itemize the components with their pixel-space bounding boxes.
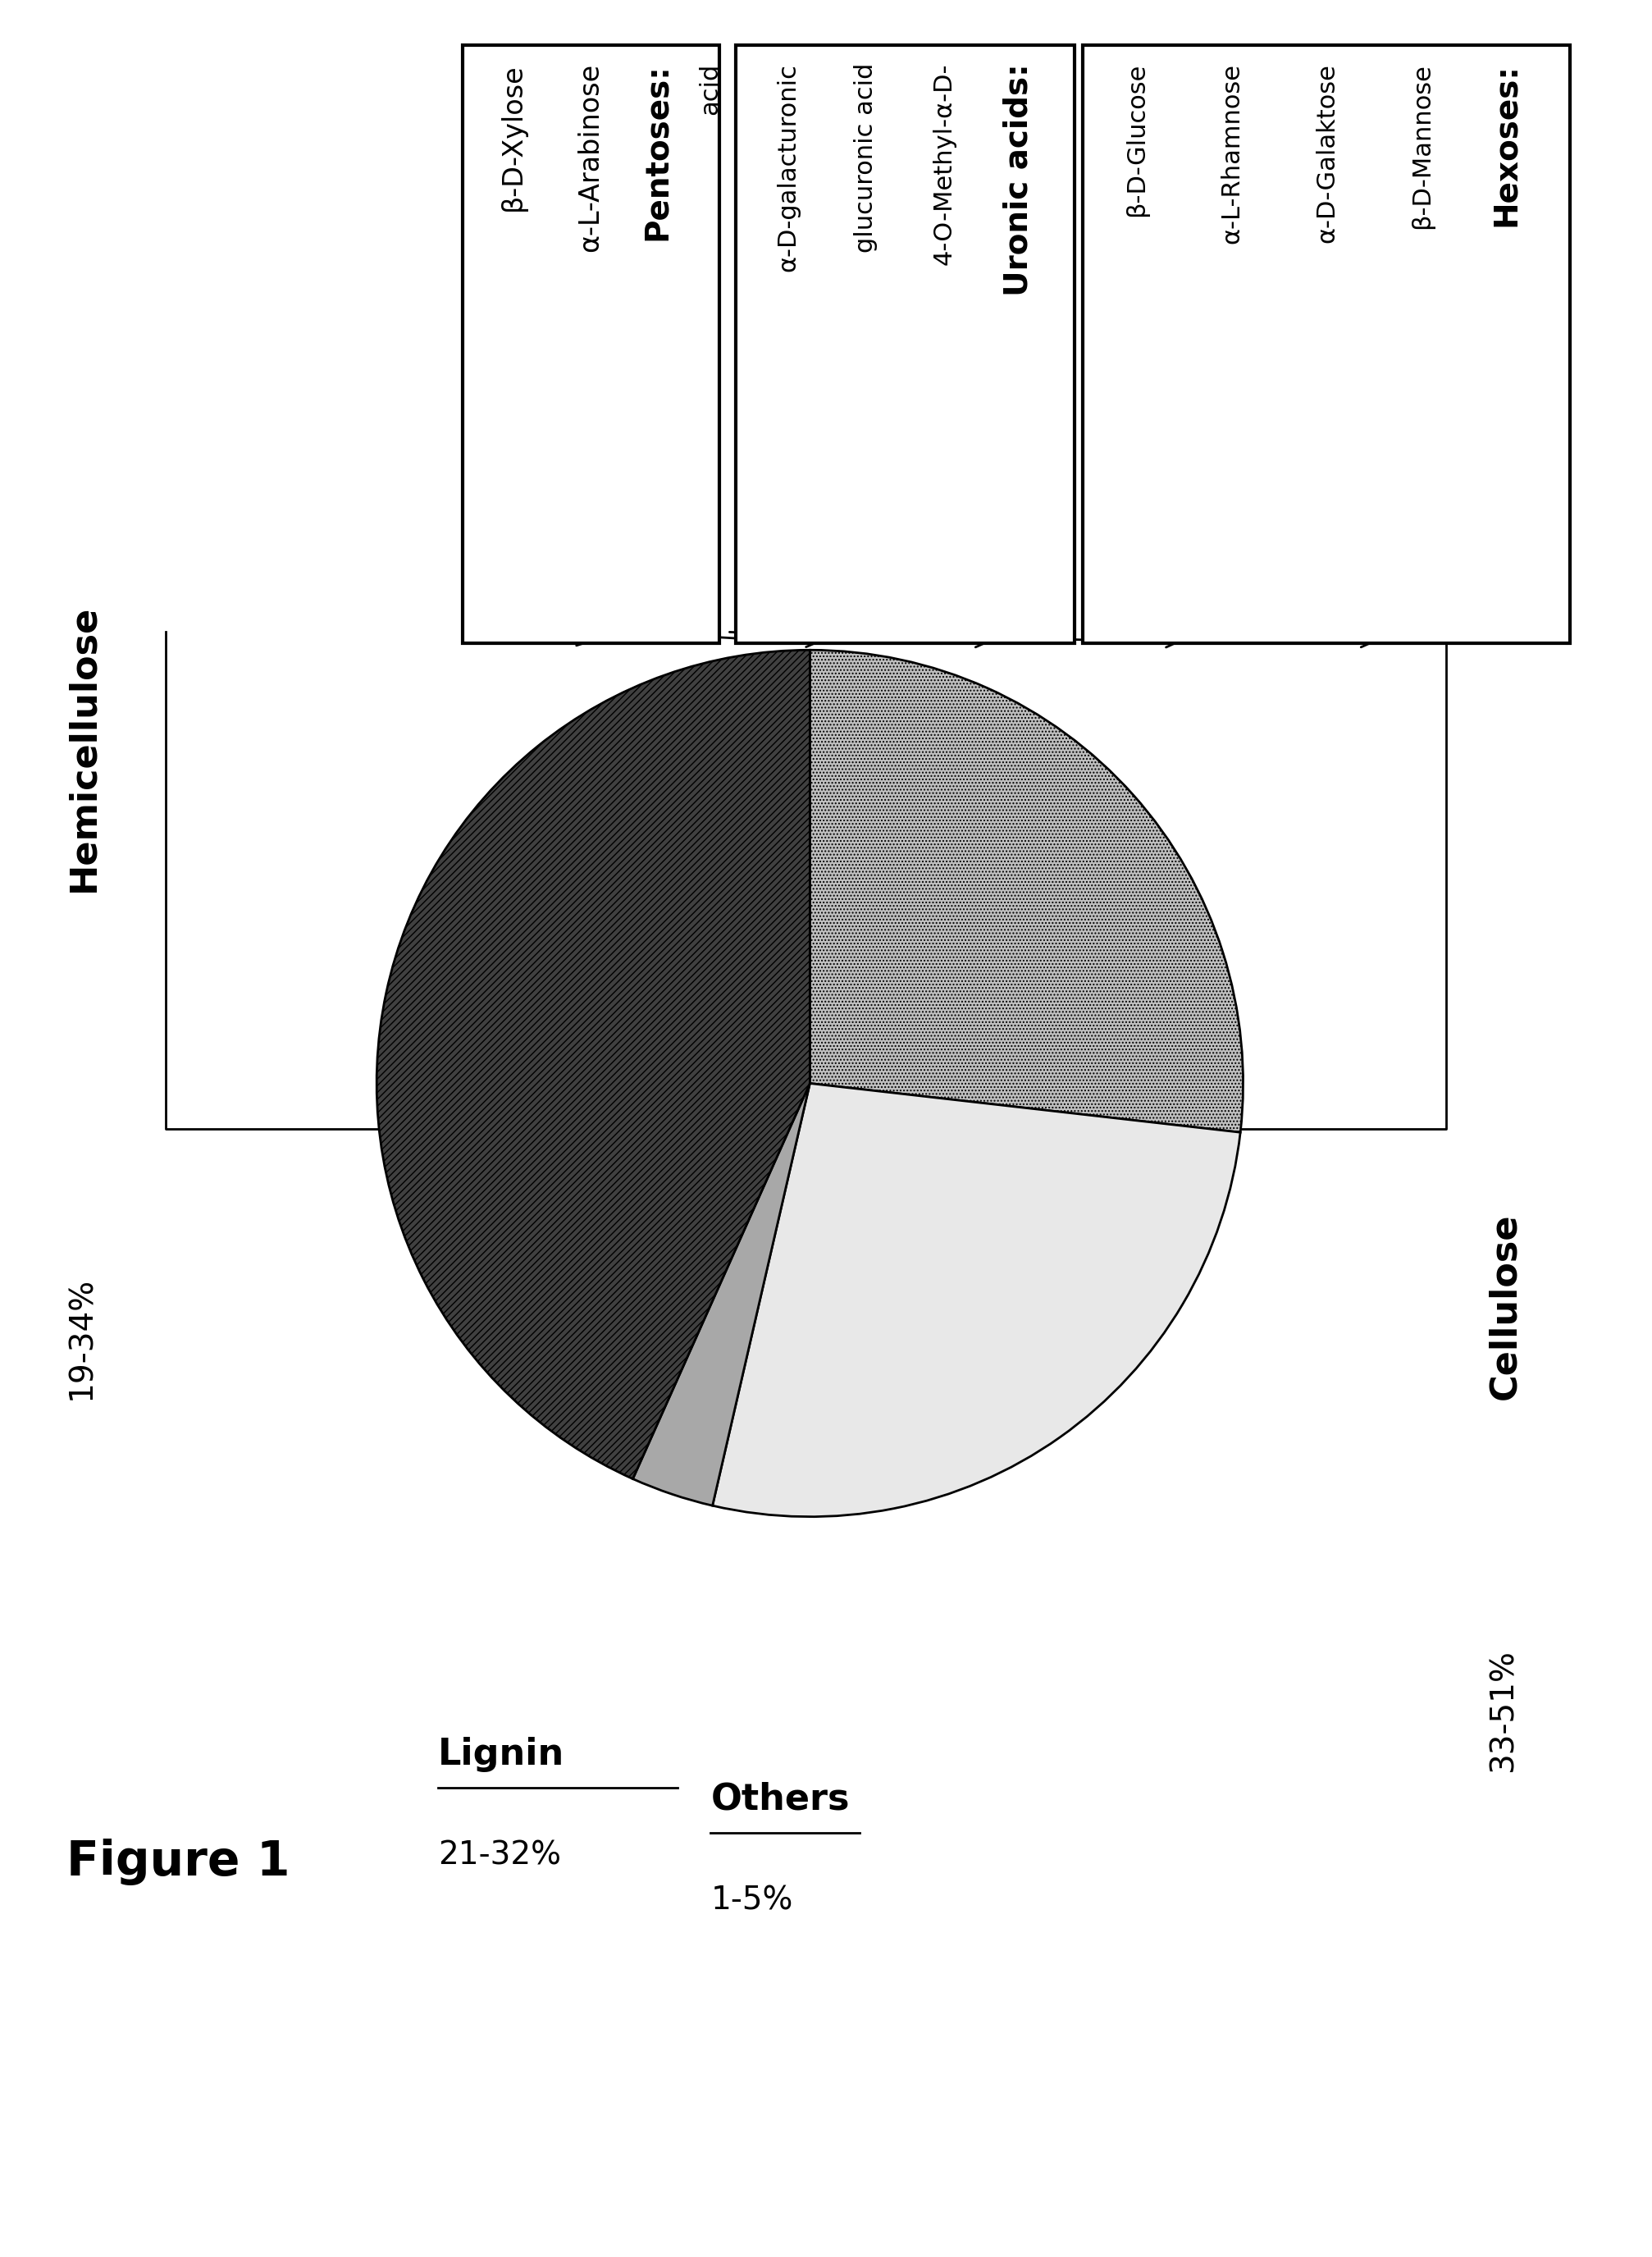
Wedge shape [633,1083,809,1505]
Text: α-L-Rhamnose: α-L-Rhamnose [1219,63,1242,244]
Wedge shape [809,650,1242,1133]
Bar [1082,45,1569,643]
Text: glucuronic acid: glucuronic acid [854,63,877,253]
Text: Cellulose: Cellulose [1487,1212,1521,1399]
Text: 1-5%: 1-5% [710,1885,793,1916]
Text: 33-51%: 33-51% [1487,1650,1518,1772]
Text: α-D-Galaktose: α-D-Galaktose [1313,63,1338,244]
Text: 21-32%: 21-32% [438,1839,560,1871]
Text: Pentoses:: Pentoses: [641,63,672,239]
Text: Hemicellulose: Hemicellulose [66,605,101,892]
Text: 19-34%: 19-34% [66,1275,97,1399]
Text: Lignin: Lignin [438,1736,565,1772]
Text: Others: Others [710,1781,849,1817]
Text: Hexoses:: Hexoses: [1490,63,1521,226]
Bar [463,45,719,643]
Text: β-D-Xylose: β-D-Xylose [499,63,527,210]
Text: acid: acid [697,63,722,115]
Wedge shape [377,650,809,1478]
Text: β-D-Mannose: β-D-Mannose [1409,63,1432,228]
Text: α-L-Arabinose: α-L-Arabinose [577,63,603,253]
Text: 4-O-Methyl-α-D-: 4-O-Methyl-α-D- [932,63,955,266]
Text: Uronic acids:: Uronic acids: [1003,63,1032,296]
Text: Figure 1: Figure 1 [66,1839,289,1885]
Text: β-D-Glucose: β-D-Glucose [1123,63,1148,217]
Text: α-D-galacturonic: α-D-galacturonic [776,63,800,271]
Wedge shape [712,1083,1239,1517]
Bar [735,45,1074,643]
